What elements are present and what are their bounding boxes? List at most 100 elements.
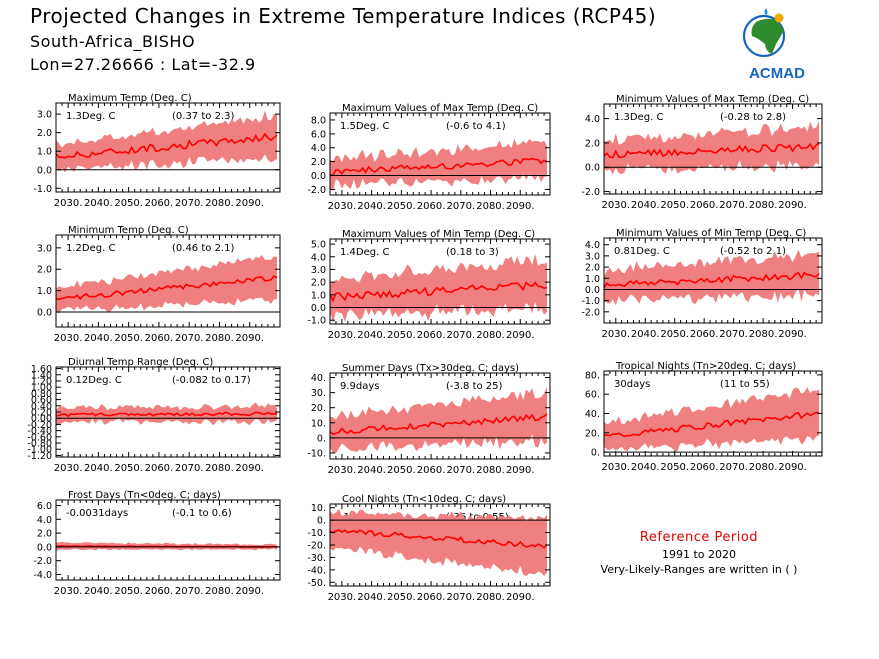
y-tick-label: -0.20 — [27, 420, 52, 431]
x-tick-label: 2090. — [506, 592, 535, 603]
x-tick-label: 2060. — [417, 330, 446, 341]
y-tick-label: 0. — [591, 448, 600, 459]
y-tick-label: 1.0 — [37, 147, 52, 158]
x-tick-label: 2080. — [205, 586, 234, 597]
x-tick-label: 2070. — [446, 201, 475, 212]
median-line — [604, 271, 820, 289]
x-tick-label: 2080. — [749, 329, 778, 340]
likely-range-band — [604, 249, 820, 306]
y-tick-label: -0.40 — [27, 426, 52, 437]
y-tick-label: -4.0 — [33, 570, 52, 581]
coordinates-label: Lon=27.26666 : Lat=-32.9 — [30, 55, 256, 74]
likely-range-band — [604, 120, 820, 175]
x-tick-label: 2090. — [235, 463, 264, 474]
chart-panel-6: Minimum Values of Min Temp (Deg. C) 0.81D… — [581, 228, 823, 340]
x-tick-label: 2090. — [235, 586, 264, 597]
y-tick-label: 0.0 — [37, 542, 52, 553]
x-tick-label: 2060. — [145, 333, 174, 344]
x-tick-label: 2070. — [175, 333, 204, 344]
x-tick-label: 2040. — [357, 465, 386, 476]
likely-range-band — [56, 110, 277, 173]
chart-title: Tropical Nights (Tn>20deg. C; days) — [615, 361, 796, 372]
chart-likely-range: (-0.082 to 0.17) — [172, 375, 251, 386]
y-tick-label: 0.0 — [37, 308, 52, 319]
x-tick-label: 2070. — [446, 465, 475, 476]
logo-text: ACMAD — [749, 65, 805, 82]
chart-panel-4: Minimum Temp (Deg. C) 1.2Deg. C (0.46 to 2… — [37, 225, 281, 344]
y-tick-label: -50. — [307, 578, 326, 589]
x-tick-label: 2070. — [446, 330, 475, 341]
x-tick-label: 2060. — [690, 200, 719, 211]
water-drop-icon — [764, 8, 768, 15]
chart-median-value: 0.81Deg. C — [614, 246, 670, 257]
y-tick-label: 5.0 — [311, 240, 326, 251]
x-tick-label: 2070. — [175, 463, 204, 474]
chart-title: Maximum Temp (Deg. C) — [68, 93, 192, 104]
x-tick-label: 2040. — [84, 198, 113, 209]
median-line — [330, 529, 548, 549]
y-tick-label: 10. — [311, 503, 326, 514]
x-tick-label: 2090. — [235, 333, 264, 344]
chart-median-value: 1.3Deg. C — [614, 112, 663, 123]
y-tick-label: -1.0 — [33, 184, 52, 195]
y-tick-label: 0.0 — [585, 285, 600, 296]
y-tick-label: -40. — [307, 565, 326, 576]
reference-period-years: 1991 to 2020 — [661, 548, 737, 561]
reference-legend: Reference Period 1991 to 2020 Very-Likel… — [584, 530, 814, 576]
chart-title: Minimum Values of Min Temp (Deg. C) — [616, 228, 806, 239]
chart-panel-11: Cool Nights (Tn<10deg. C; days)-17days(-… — [307, 494, 551, 603]
y-tick-label: 2.0 — [585, 138, 600, 149]
x-tick-label: 2030. — [601, 462, 630, 473]
y-tick-label: 3.0 — [585, 251, 600, 262]
x-tick-label: 2050. — [660, 462, 689, 473]
chart-panel-9: Tropical Nights (Tn>20deg. C; days) 30day… — [585, 361, 823, 473]
x-tick-label: 2050. — [387, 330, 416, 341]
likely-range-band — [330, 386, 547, 454]
y-tick-label: 0.60 — [31, 395, 52, 406]
x-tick-label: 2090. — [506, 201, 535, 212]
chart-likely-range: (-0.52 to 2.1) — [720, 246, 786, 257]
x-tick-label: 2090. — [506, 330, 535, 341]
x-tick-label: 2050. — [387, 201, 416, 212]
chart-likely-range: (-0.1 to 0.6) — [172, 508, 232, 519]
y-tick-label: 0.80 — [31, 389, 52, 400]
y-tick-label: -20. — [307, 541, 326, 552]
x-tick-label: 2070. — [446, 592, 475, 603]
x-tick-label: 2050. — [114, 198, 143, 209]
y-tick-label: 1.60 — [31, 364, 52, 375]
x-tick-label: 2070. — [175, 198, 204, 209]
median-line — [56, 132, 278, 159]
x-tick-label: 2030. — [54, 333, 83, 344]
y-tick-label: 8.0 — [311, 115, 326, 126]
chart-title: Maximum Values of Max Temp (Deg. C) — [342, 103, 538, 114]
y-tick-label: 2.0 — [37, 128, 52, 139]
x-tick-label: 2030. — [328, 201, 357, 212]
x-tick-label: 2060. — [145, 463, 174, 474]
x-tick-label: 2080. — [476, 330, 505, 341]
plot-frame — [329, 112, 551, 196]
chart-likely-range: (-3.8 to 25) — [446, 381, 503, 392]
median-line — [604, 142, 820, 159]
y-tick-label: 2.0 — [37, 265, 52, 276]
chart-title: Summer Days (Tx>30deg. C; days) — [342, 363, 519, 374]
y-tick-label: 40. — [311, 373, 326, 384]
y-tick-label: 0. — [317, 433, 326, 444]
plot-frame — [55, 234, 281, 328]
x-tick-label: 2040. — [357, 330, 386, 341]
chart-median-value: 30days — [614, 379, 650, 390]
acmad-logo: ACMAD — [742, 8, 805, 82]
x-tick-label: 2070. — [719, 462, 748, 473]
x-tick-label: 2050. — [660, 200, 689, 211]
x-tick-label: 2030. — [54, 463, 83, 474]
x-tick-label: 2040. — [357, 592, 386, 603]
y-tick-label: 4.0 — [311, 143, 326, 154]
y-tick-label: 80. — [585, 370, 600, 381]
y-tick-label: 4.0 — [585, 114, 600, 125]
y-tick-label: 60. — [585, 390, 600, 401]
chart-title: Maximum Values of Min Temp (Deg. C) — [342, 229, 535, 240]
y-tick-label: -2.0 — [581, 187, 600, 198]
y-tick-label: 20. — [311, 403, 326, 414]
x-tick-label: 2040. — [357, 201, 386, 212]
chart-likely-range: (0.37 to 2.3) — [172, 111, 234, 122]
